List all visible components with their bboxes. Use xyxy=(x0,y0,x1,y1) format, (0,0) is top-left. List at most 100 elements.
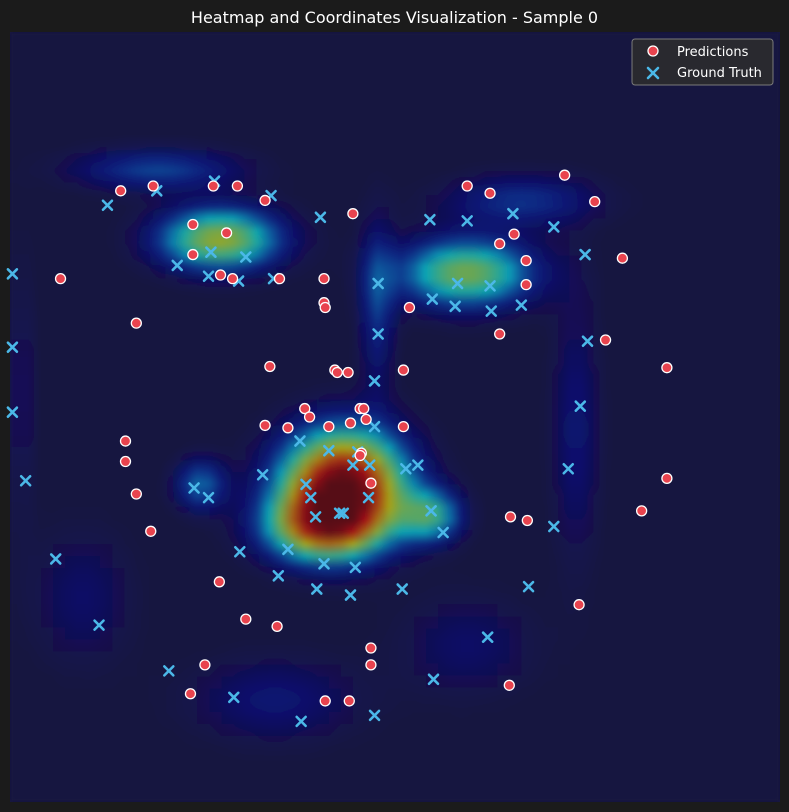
prediction-point xyxy=(520,254,532,267)
legend-prediction-marker xyxy=(647,45,659,57)
ground-truth-point xyxy=(256,468,269,481)
prediction-point xyxy=(616,252,629,264)
prediction-point xyxy=(199,659,211,671)
prediction-point xyxy=(187,248,199,261)
prediction-point xyxy=(226,272,239,285)
ground-truth-point xyxy=(349,561,362,574)
ground-truth-point xyxy=(337,507,350,520)
prediction-point xyxy=(558,169,571,181)
ground-truth-point xyxy=(240,251,252,263)
ground-truth-point xyxy=(171,259,184,272)
ground-truth-point xyxy=(372,328,384,340)
ground-truth-point xyxy=(424,213,436,226)
ground-truth-point xyxy=(188,482,200,494)
ground-truth-point xyxy=(515,299,528,311)
prediction-point xyxy=(347,208,359,220)
prediction-point xyxy=(130,317,142,329)
ground-truth-point xyxy=(6,341,19,354)
prediction-point xyxy=(504,511,517,523)
ground-truth-point xyxy=(163,665,175,677)
prediction-point xyxy=(344,417,357,429)
chart-title: Heatmap and Coordinates Visualization - … xyxy=(191,8,598,27)
prediction-point xyxy=(273,272,286,285)
ground-truth-point xyxy=(484,280,496,292)
ground-truth-point xyxy=(449,300,461,313)
ground-truth-point xyxy=(6,268,19,280)
prediction-point xyxy=(342,366,354,379)
prediction-point xyxy=(303,411,316,423)
ground-truth-point xyxy=(318,557,330,570)
ground-truth-point xyxy=(425,505,437,517)
prediction-point xyxy=(119,435,132,447)
prediction-point xyxy=(145,525,157,537)
prediction-point xyxy=(494,328,506,340)
ground-truth-point xyxy=(400,462,412,475)
ground-truth-point xyxy=(6,406,19,418)
prediction-point xyxy=(521,514,533,527)
prediction-point xyxy=(358,402,370,415)
prediction-point xyxy=(299,402,311,415)
prediction-point xyxy=(231,180,244,192)
prediction-point xyxy=(119,455,132,468)
prediction-markers xyxy=(54,169,673,707)
prediction-point xyxy=(508,228,520,240)
ground-truth-point xyxy=(396,583,409,595)
ground-truth-point xyxy=(202,270,215,283)
ground-truth-point xyxy=(227,691,240,704)
prediction-point xyxy=(147,180,159,192)
prediction-point xyxy=(484,187,496,199)
ground-truth-point xyxy=(426,293,439,305)
prediction-point xyxy=(271,620,283,632)
prediction-point xyxy=(365,642,377,654)
ground-truth-point xyxy=(437,526,449,539)
prediction-point xyxy=(573,599,585,611)
legend-box xyxy=(631,38,774,86)
prediction-point xyxy=(354,449,366,462)
prediction-point xyxy=(240,613,252,625)
legend: Predictions Ground Truth xyxy=(631,38,774,86)
ground-truth-point xyxy=(347,459,359,471)
prediction-point xyxy=(589,195,601,208)
ground-truth-point xyxy=(507,207,519,220)
ground-truth-point xyxy=(522,580,535,593)
ground-truth-point xyxy=(368,420,381,433)
ground-truth-point xyxy=(579,248,591,261)
ground-truth-point xyxy=(93,619,105,631)
ground-truth-point xyxy=(362,491,375,504)
ground-truth-point xyxy=(300,478,312,491)
prediction-point xyxy=(520,279,532,291)
ground-truth-point xyxy=(427,673,440,686)
legend-ground-truth-label: Ground Truth xyxy=(677,66,762,81)
legend-predictions-label: Predictions xyxy=(677,45,749,60)
ground-truth-point xyxy=(282,543,294,556)
prediction-point xyxy=(184,688,197,700)
ground-truth-point xyxy=(310,583,323,595)
prediction-point xyxy=(365,477,377,489)
ground-truth-markers xyxy=(6,175,594,728)
prediction-point xyxy=(661,472,673,485)
ground-truth-point xyxy=(205,246,217,258)
prediction-point xyxy=(130,488,142,500)
ground-truth-point xyxy=(548,520,560,533)
ground-truth-point xyxy=(233,545,246,558)
ground-truth-point xyxy=(372,277,384,290)
prediction-point xyxy=(494,238,506,250)
legend-ground-truth-marker xyxy=(646,66,660,80)
prediction-point xyxy=(343,695,355,707)
prediction-point xyxy=(214,269,227,281)
prediction-point xyxy=(323,420,335,433)
prediction-point xyxy=(503,679,515,691)
ground-truth-point xyxy=(333,507,346,520)
prediction-point xyxy=(207,180,219,192)
prediction-point xyxy=(220,227,233,239)
prediction-point xyxy=(115,185,127,197)
prediction-point xyxy=(397,364,410,376)
ground-truth-point xyxy=(49,553,62,565)
ground-truth-point xyxy=(485,305,498,317)
prediction-point xyxy=(319,695,331,707)
prediction-point xyxy=(318,272,330,285)
prediction-point xyxy=(259,419,271,432)
prediction-point xyxy=(397,420,410,433)
prediction-point xyxy=(264,360,276,373)
